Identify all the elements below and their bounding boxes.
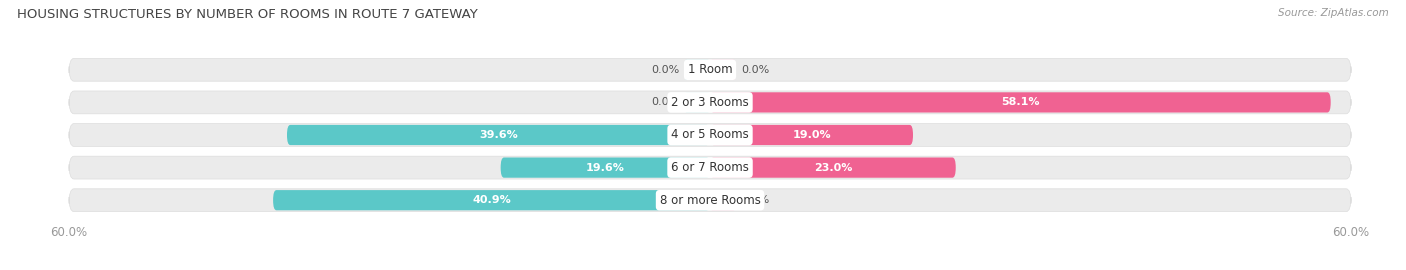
FancyBboxPatch shape: [501, 157, 710, 178]
FancyBboxPatch shape: [273, 190, 710, 210]
FancyBboxPatch shape: [69, 91, 1351, 114]
Text: 0.0%: 0.0%: [741, 65, 769, 75]
FancyBboxPatch shape: [287, 125, 710, 145]
FancyBboxPatch shape: [710, 60, 735, 80]
Text: 6 or 7 Rooms: 6 or 7 Rooms: [671, 161, 749, 174]
Text: HOUSING STRUCTURES BY NUMBER OF ROOMS IN ROUTE 7 GATEWAY: HOUSING STRUCTURES BY NUMBER OF ROOMS IN…: [17, 8, 478, 21]
Text: 23.0%: 23.0%: [814, 163, 852, 173]
Text: 2 or 3 Rooms: 2 or 3 Rooms: [671, 96, 749, 109]
Text: 0.0%: 0.0%: [651, 65, 679, 75]
Text: 0.0%: 0.0%: [651, 97, 679, 107]
FancyBboxPatch shape: [710, 157, 956, 178]
Text: 8 or more Rooms: 8 or more Rooms: [659, 194, 761, 207]
Text: 19.6%: 19.6%: [586, 163, 624, 173]
Text: 58.1%: 58.1%: [1001, 97, 1039, 107]
FancyBboxPatch shape: [685, 92, 710, 113]
Text: 19.0%: 19.0%: [792, 130, 831, 140]
FancyBboxPatch shape: [69, 58, 1351, 81]
Text: 39.6%: 39.6%: [479, 130, 517, 140]
Text: 4 or 5 Rooms: 4 or 5 Rooms: [671, 129, 749, 141]
FancyBboxPatch shape: [685, 60, 710, 80]
FancyBboxPatch shape: [69, 189, 1351, 212]
Text: 1 Room: 1 Room: [688, 63, 733, 76]
FancyBboxPatch shape: [69, 156, 1351, 179]
FancyBboxPatch shape: [710, 190, 735, 210]
Text: Source: ZipAtlas.com: Source: ZipAtlas.com: [1278, 8, 1389, 18]
FancyBboxPatch shape: [69, 124, 1351, 146]
Text: 40.9%: 40.9%: [472, 195, 510, 205]
FancyBboxPatch shape: [710, 92, 1330, 113]
FancyBboxPatch shape: [710, 125, 912, 145]
Text: 0.0%: 0.0%: [741, 195, 769, 205]
